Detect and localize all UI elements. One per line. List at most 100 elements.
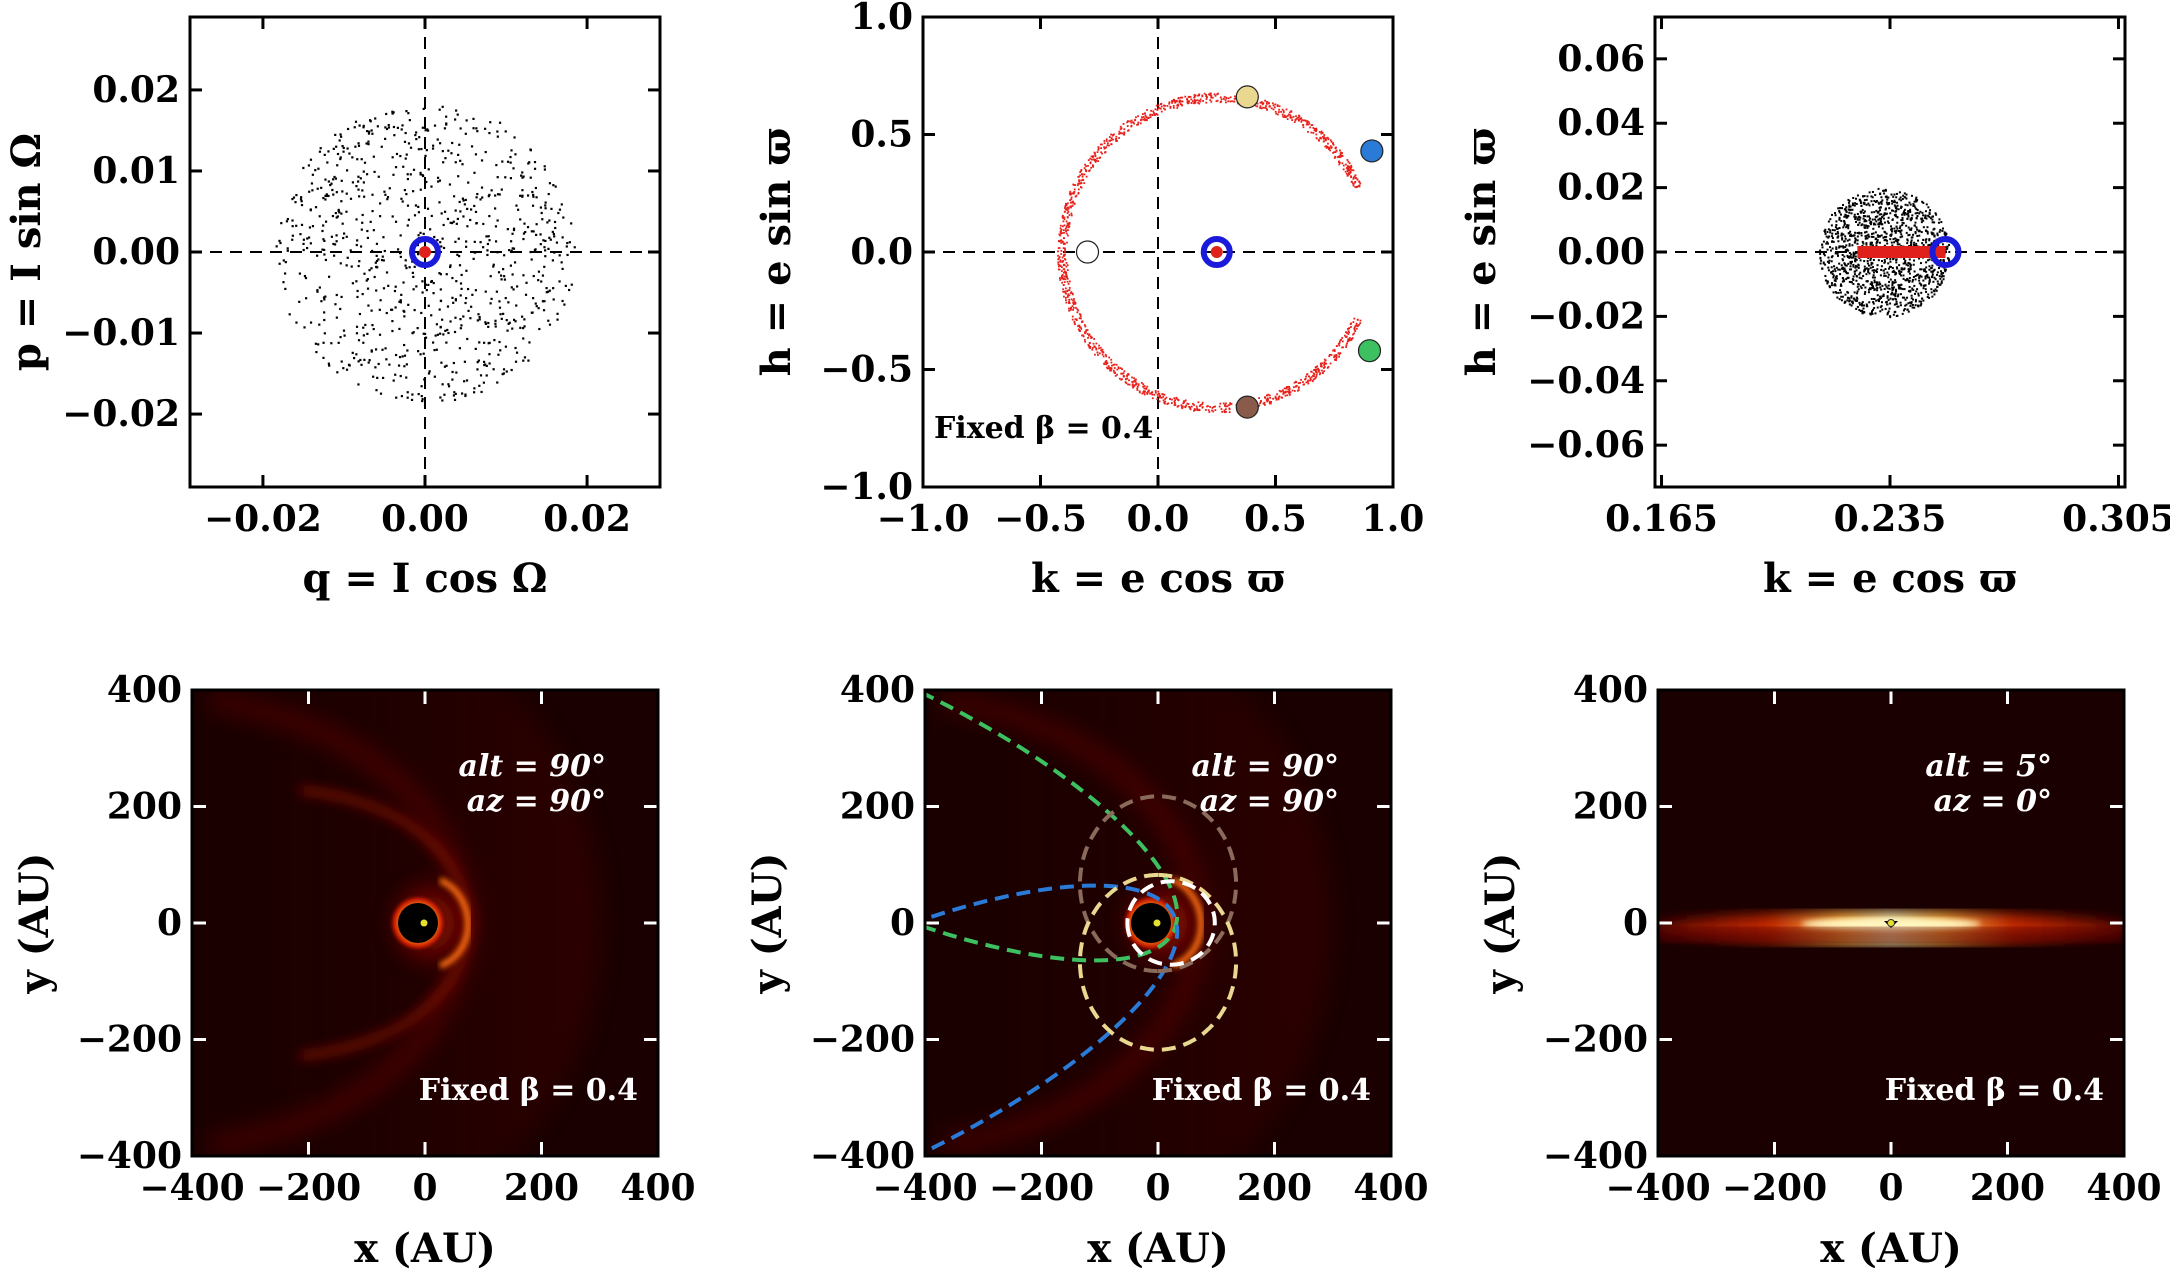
- scatter-point: [482, 246, 485, 249]
- ring-point: [1091, 346, 1094, 349]
- scatter-point: [323, 248, 326, 252]
- scatter-point: [330, 342, 333, 345]
- scatter-point: [1900, 219, 1903, 222]
- ring-point: [1329, 139, 1332, 142]
- ring-point: [1069, 199, 1071, 202]
- scatter-point: [1927, 282, 1930, 285]
- scatter-point: [1822, 240, 1825, 243]
- ring-point: [1122, 375, 1125, 378]
- ring-point: [1072, 301, 1075, 304]
- scatter-point: [1847, 276, 1850, 279]
- ring-point: [1355, 327, 1358, 330]
- scatter-point: [1854, 237, 1857, 240]
- ring-point: [1350, 175, 1352, 178]
- scatter-point: [367, 143, 370, 146]
- scatter-point: [1838, 226, 1841, 229]
- scatter-point: [1889, 278, 1892, 281]
- ring-point: [1184, 399, 1187, 402]
- scatter-point: [1852, 253, 1855, 256]
- ring-point: [1193, 96, 1196, 99]
- scatter-point: [339, 133, 342, 136]
- scatter-point: [500, 188, 503, 191]
- ring-point: [1074, 302, 1077, 305]
- scatter-point: [357, 180, 360, 183]
- scatter-point: [1894, 279, 1897, 282]
- scatter-point: [399, 374, 402, 378]
- scatter-point: [299, 233, 302, 236]
- scatter-point: [1862, 307, 1865, 310]
- ring-point: [1058, 257, 1060, 260]
- scatter-point: [1882, 236, 1885, 239]
- ring-point: [1103, 140, 1106, 142]
- scatter-point: [304, 297, 308, 300]
- scatter-point: [477, 313, 480, 316]
- ring-point: [1123, 128, 1126, 131]
- scatter-point: [371, 209, 374, 213]
- ring-point: [1221, 410, 1224, 413]
- scatter-point: [316, 254, 319, 257]
- scatter-point: [1935, 273, 1938, 276]
- scatter-point: [399, 299, 402, 302]
- ring-point: [1354, 174, 1357, 177]
- ring-point: [1142, 385, 1144, 388]
- scatter-point: [1835, 275, 1838, 278]
- ring-point: [1160, 396, 1163, 399]
- ring-point: [1091, 156, 1094, 158]
- scatter-point: [1897, 238, 1900, 241]
- ring-point: [1320, 137, 1323, 140]
- ring-point: [1169, 398, 1171, 401]
- ring-point: [1141, 392, 1144, 395]
- scatter-point: [1918, 257, 1921, 260]
- scatter-point: [488, 214, 491, 218]
- ring-point: [1341, 337, 1344, 339]
- ring-point: [1209, 99, 1212, 102]
- ring-point: [1058, 240, 1061, 243]
- ring-point: [1311, 380, 1314, 383]
- ring-point: [1078, 330, 1081, 332]
- ring-point: [1064, 253, 1066, 256]
- p1-ytick-label: 0.01: [92, 150, 180, 192]
- scatter-point: [337, 208, 340, 212]
- scatter-point: [1907, 226, 1910, 229]
- scatter-point: [1884, 260, 1887, 263]
- scatter-point: [1948, 250, 1951, 253]
- scatter-point: [417, 253, 420, 256]
- scatter-point: [1932, 280, 1935, 283]
- scatter-point: [513, 261, 517, 264]
- scatter-point: [392, 111, 395, 114]
- scatter-point: [1851, 204, 1854, 207]
- ring-point: [1355, 324, 1358, 327]
- scatter-point: [318, 286, 321, 289]
- scatter-point: [552, 287, 555, 290]
- scatter-point: [1870, 195, 1873, 198]
- scatter-point: [1892, 209, 1895, 212]
- scatter-point: [1858, 231, 1861, 234]
- ring-point: [1274, 103, 1277, 106]
- scatter-point: [1852, 263, 1855, 266]
- ring-point: [1345, 163, 1347, 166]
- scatter-point: [1852, 279, 1855, 282]
- scatter-point: [399, 234, 402, 237]
- scatter-point: [433, 348, 436, 352]
- scatter-point: [1844, 237, 1847, 240]
- ring-point: [1338, 353, 1341, 356]
- ring-point: [1165, 396, 1168, 399]
- scatter-point: [1876, 239, 1879, 242]
- ring-point: [1272, 397, 1274, 400]
- scatter-point: [1903, 308, 1906, 311]
- ring-point: [1116, 373, 1119, 376]
- ring-point: [1092, 165, 1095, 168]
- scatter-point: [338, 211, 341, 214]
- ring-point: [1078, 326, 1081, 329]
- ring-point: [1335, 359, 1337, 362]
- ring-point: [1123, 131, 1126, 134]
- p1-plot-area: [190, 17, 660, 487]
- ring-point: [1073, 192, 1075, 195]
- ring-point: [1109, 139, 1111, 142]
- scatter-point: [430, 314, 433, 317]
- scatter-point: [1832, 270, 1835, 273]
- scatter-point: [1821, 267, 1824, 270]
- scatter-point: [452, 220, 455, 223]
- ring-point: [1329, 149, 1332, 152]
- scatter-point: [1864, 291, 1867, 294]
